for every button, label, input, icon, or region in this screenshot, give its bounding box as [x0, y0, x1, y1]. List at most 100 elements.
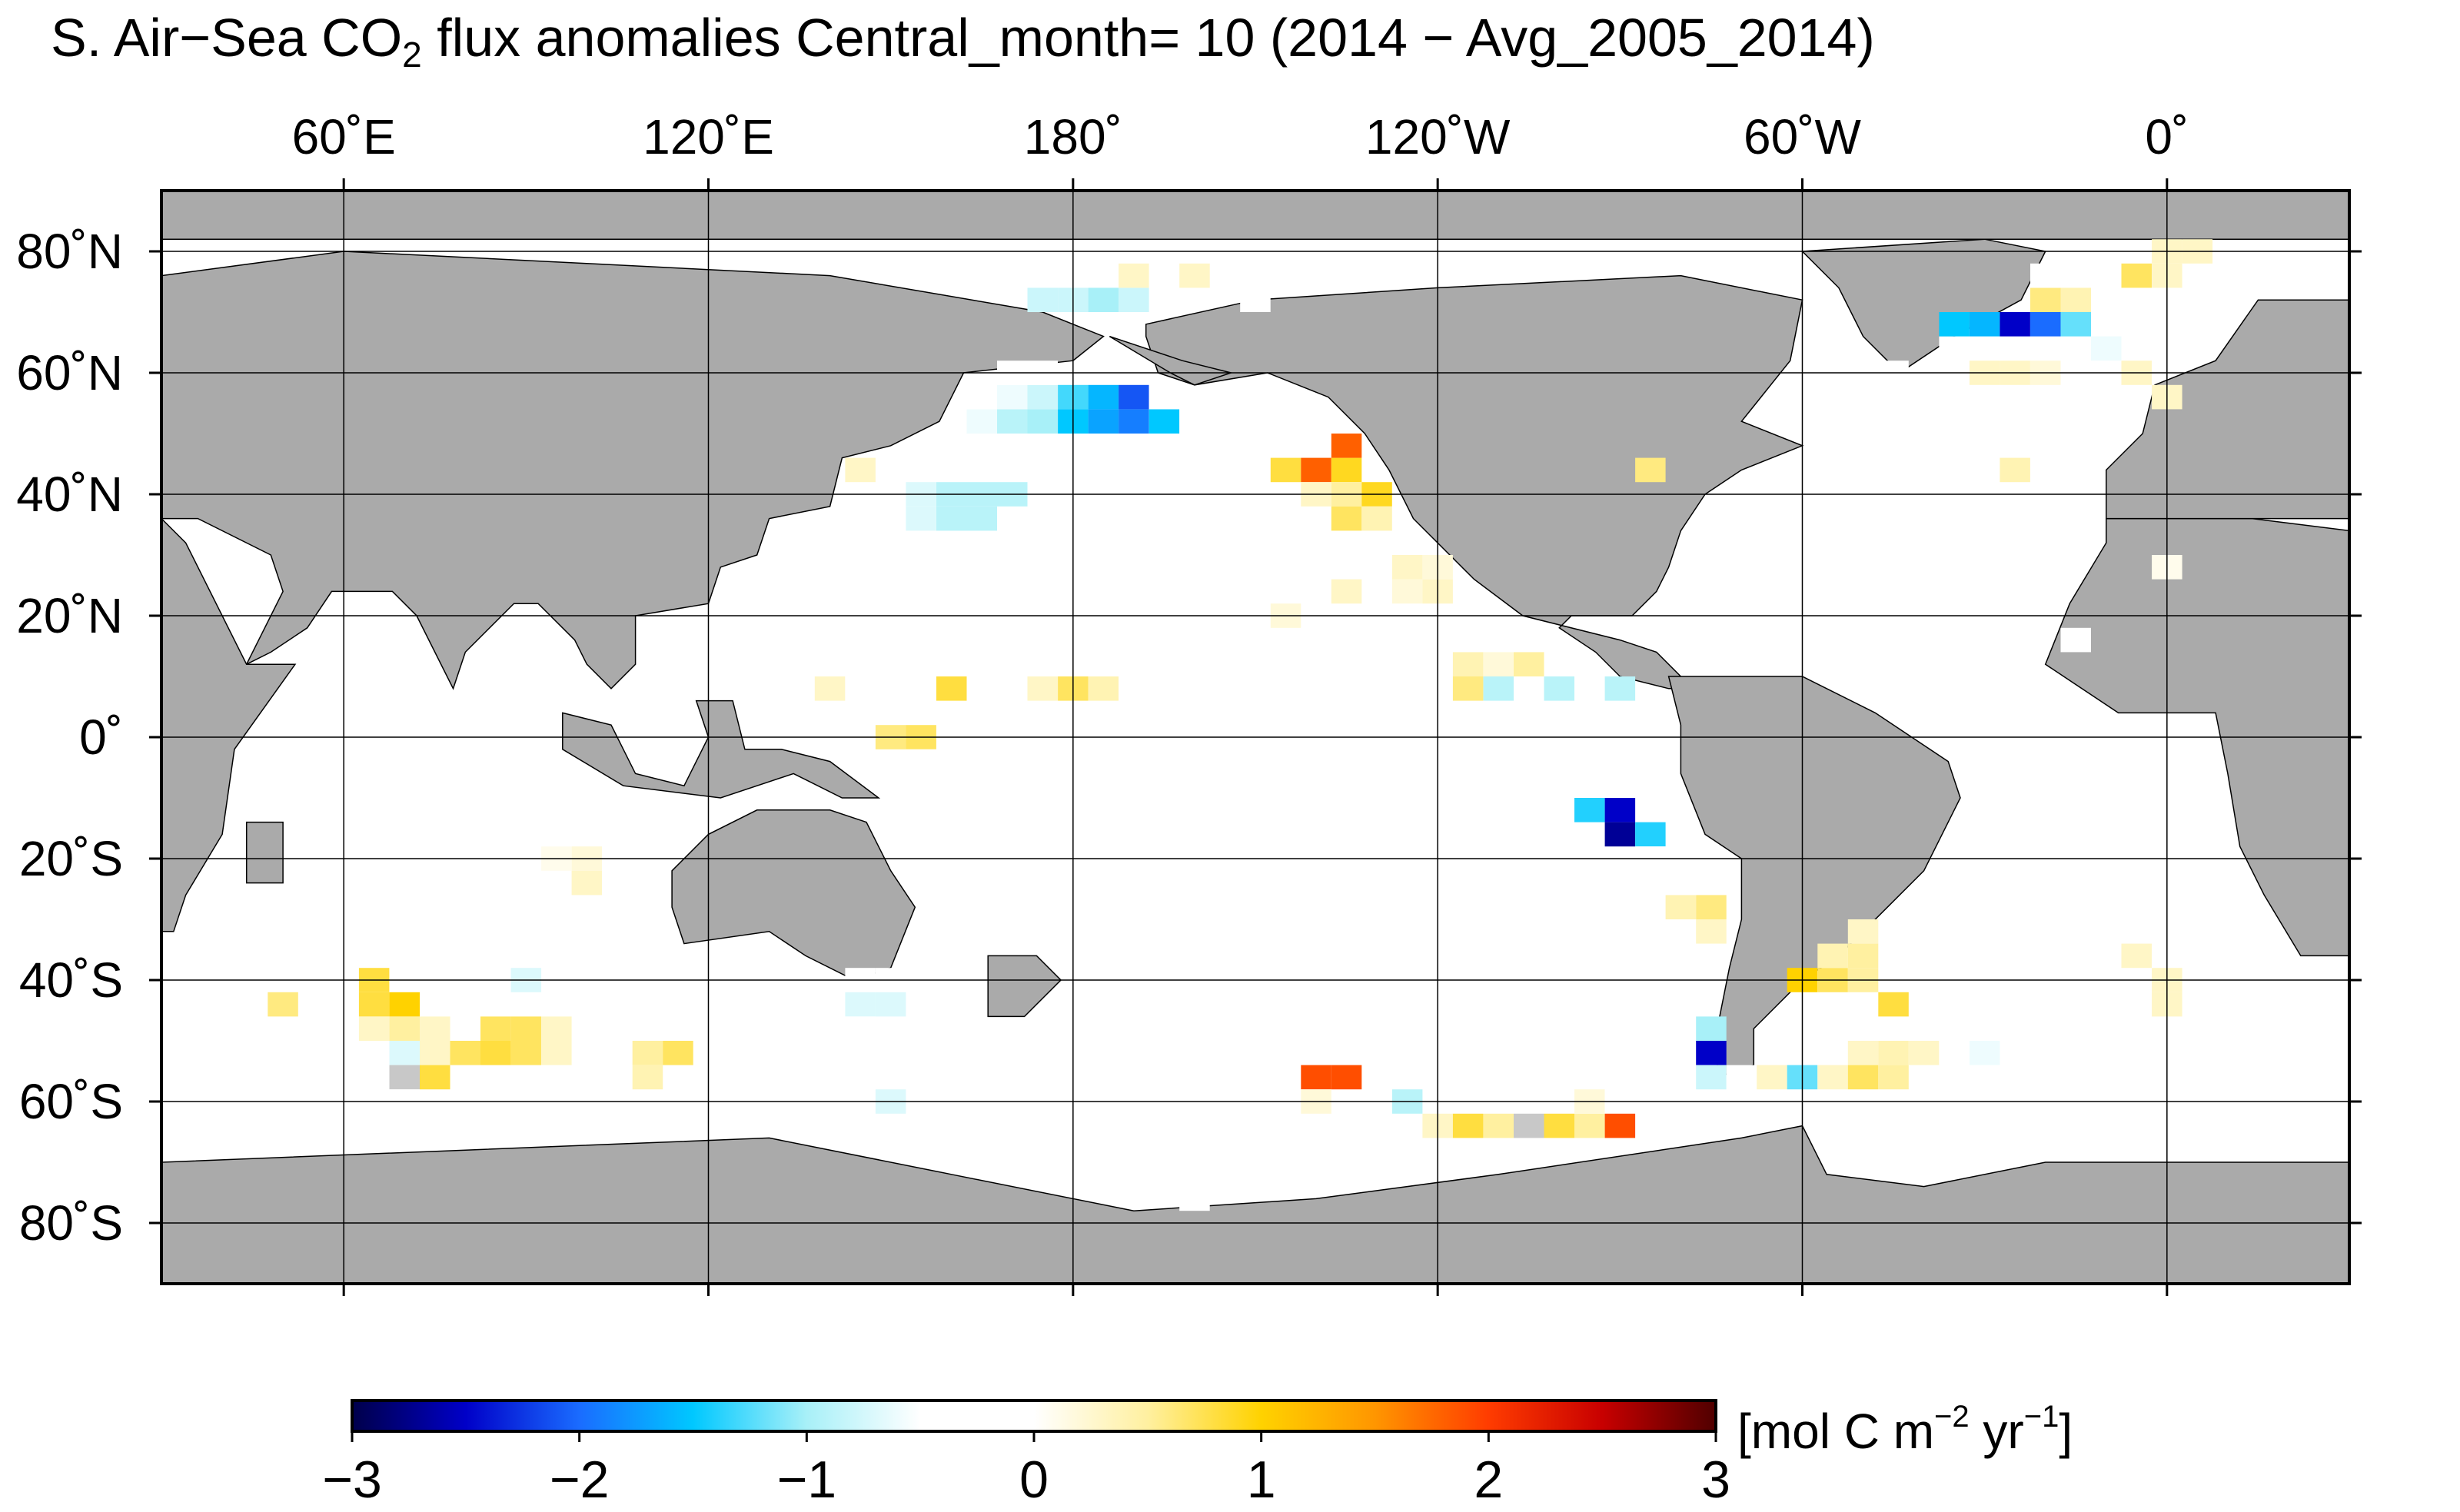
lon-tick-label: 0˚ [2145, 109, 2189, 164]
flux-cell [1391, 700, 1423, 726]
lat-tick-label: 80˚N [16, 224, 123, 279]
flux-cell [1179, 263, 1210, 288]
flux-cell [510, 1016, 542, 1041]
flux-cell [1149, 676, 1180, 701]
flux-cell [1574, 1113, 1605, 1138]
flux-cell [1179, 409, 1210, 434]
flux-cell [1361, 506, 1392, 531]
flux-cell [1817, 1016, 1848, 1041]
flux-cell [1119, 287, 1149, 312]
flux-cell [1969, 1041, 2000, 1065]
flux-cell [389, 1016, 420, 1041]
flux-cell [663, 1041, 693, 1065]
flux-cell [389, 992, 420, 1017]
flux-cell [1574, 798, 1605, 822]
flux-cell [1119, 263, 1149, 288]
flux-cell [1939, 312, 1970, 337]
flux-cell [936, 506, 967, 531]
flux-cell [1817, 1065, 1848, 1090]
flux-cell [2091, 312, 2122, 337]
flux-cell [1391, 555, 1423, 580]
flux-cell [1847, 919, 1879, 944]
flux-cell [1331, 434, 1362, 458]
flux-cell [1452, 1113, 1484, 1138]
flux-cell [845, 992, 876, 1017]
flux-cell [2000, 312, 2030, 337]
flux-cell [1908, 1041, 1940, 1065]
flux-cell [1483, 652, 1514, 676]
flux-cell [1635, 822, 1666, 847]
flux-cell [1301, 700, 1331, 726]
flux-cell [1514, 1113, 1544, 1138]
flux-cell [966, 409, 997, 434]
land-australia [671, 809, 916, 981]
flux-cell [1361, 700, 1392, 726]
land-maritime-continent [562, 700, 881, 799]
flux-cell [1209, 409, 1241, 434]
flux-cell [358, 992, 390, 1017]
land-south-america [1667, 676, 1961, 1078]
flux-cell [906, 749, 936, 774]
flux-cell [1696, 895, 1727, 919]
flux-cell [450, 1041, 480, 1065]
flux-cell [966, 384, 997, 410]
flux-cell [1027, 409, 1058, 434]
colorbar-tick-label: −2 [550, 1451, 610, 1509]
flux-cell [2000, 457, 2030, 483]
flux-cell [1027, 384, 1058, 410]
colorbar: −3 −2 −1 0 1 2 3 [322, 1399, 1730, 1509]
flux-cell [1604, 773, 1636, 798]
flux-cell [1696, 1065, 1727, 1090]
flux-cell [1665, 895, 1697, 919]
colorbar-tick-label: 1 [1247, 1451, 1276, 1509]
lat-tick-label: 60˚S [19, 1074, 123, 1129]
flux-cell [1544, 676, 1574, 701]
flux-cell [2060, 312, 2091, 337]
flux-cell [1119, 676, 1149, 701]
flux-cell [632, 1065, 663, 1090]
flux-cell [1847, 943, 1879, 969]
flux-cell [480, 1016, 511, 1041]
land-madagascar [245, 821, 284, 884]
flux-cell [1847, 1065, 1879, 1090]
flux-cell [420, 1041, 450, 1065]
flux-cell [1270, 700, 1301, 726]
flux-cell [1878, 992, 1909, 1017]
flux-cell [1483, 1113, 1514, 1138]
flux-cell [358, 943, 390, 969]
flux-cell [2030, 287, 2061, 312]
flux-cell [1604, 822, 1636, 847]
flux-cell [1088, 676, 1119, 701]
flux-cell [753, 1016, 785, 1041]
flux-cell [1908, 700, 1940, 726]
flux-cell [2121, 263, 2152, 288]
lon-tick-label: 60˚E [292, 109, 396, 164]
lon-tick-label: 180˚ [1024, 109, 1122, 164]
flux-cell [2030, 312, 2061, 337]
flux-cell [1240, 700, 1271, 726]
flux-cell [1696, 1016, 1727, 1041]
flux-cell [2060, 287, 2091, 312]
lat-tick-label: 20˚S [19, 831, 123, 886]
flux-cell [389, 1041, 420, 1065]
flux-cell [1088, 287, 1119, 312]
flux-cell [1696, 1113, 1727, 1138]
flux-cell [1361, 1016, 1392, 1041]
flux-cell [1696, 1041, 1727, 1065]
flux-cell [571, 870, 603, 896]
flux-cell [1604, 798, 1636, 822]
lat-tick-label: 60˚N [16, 345, 123, 400]
flux-cell [1726, 1065, 1757, 1090]
flux-cell [1027, 287, 1058, 312]
colorbar-unit-label: [mol C m−2 yr−1] [1737, 1400, 2073, 1459]
flux-cell [875, 992, 906, 1017]
colorbar-tick-label: −1 [777, 1451, 837, 1509]
flux-cell [966, 506, 997, 531]
flux-cell [268, 992, 298, 1017]
flux-cell [1149, 409, 1180, 434]
flux-cell [1179, 1186, 1210, 1211]
flux-cell [997, 384, 1028, 410]
flux-cell [1635, 457, 1666, 483]
land-arctic-cap [161, 190, 2350, 240]
